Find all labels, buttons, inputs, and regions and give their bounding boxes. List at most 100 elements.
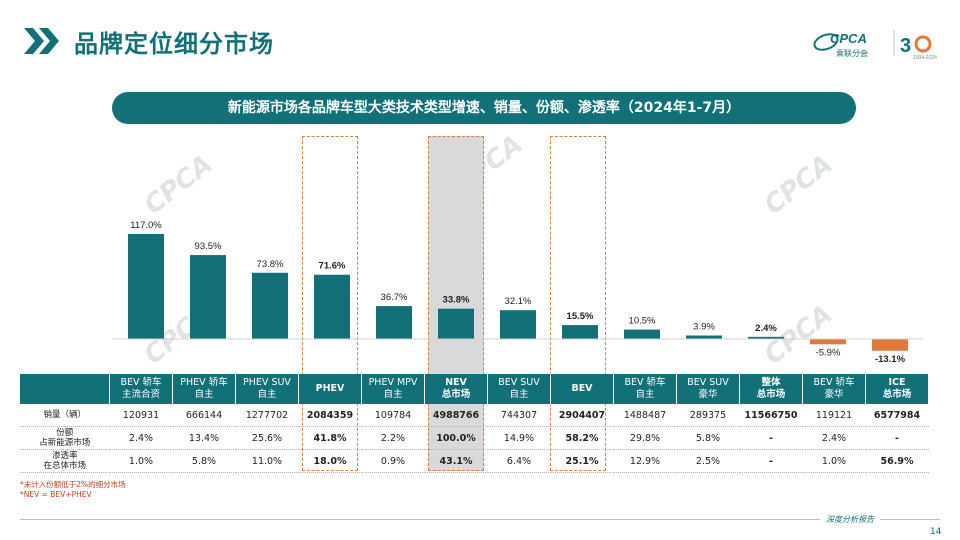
table-row: 份额 占新能源市场 2.4% 13.4% 25.6% 41.8% 2.2% 100.0% 14.… [20,426,929,450]
table-header-cell: PHEV MPV 自主 [361,374,425,404]
bar [872,339,908,351]
table-cell: 56.9% [865,449,929,473]
table-header-cell: ICE 总市场 [865,374,929,404]
data-label: -5.9% [816,347,841,358]
bar [686,335,722,339]
chart-banner: 新能源市场各品牌车型大类技术类型增速、销量、份额、渗透率（2024年1-7月） [112,92,856,124]
footer-divider [20,519,940,520]
table-header-cell: 整体 总市场 [739,374,803,404]
data-label: 32.1% [505,296,532,307]
table-cell: 0.9% [361,449,425,473]
table-header-cell: BEV 轿车 豪华 [802,374,866,404]
table-cell: 109784 [361,404,425,427]
table-cell: 6.4% [487,449,551,473]
table-cell: 2.4% [109,426,173,450]
svg-text:3: 3 [900,35,911,57]
data-label: -13.1% [875,354,906,365]
svg-text:CPCA: CPCA [830,31,867,46]
chevron-double-icon [24,28,59,54]
table-cell: 1277702 [235,404,299,427]
bar [624,329,660,339]
table-header-cell: PHEV 轿车 自主 [172,374,236,404]
data-label: 2.4% [755,323,777,334]
row-label: 销量（辆） [20,404,110,427]
table-cell: 5.8% [172,449,236,473]
cpca-logo: CPCA 乘联分会 3 1994-2024 [813,30,937,60]
table-cell: 120931 [109,404,173,427]
data-label: 36.7% [381,292,408,303]
data-label: 73.8% [257,259,284,270]
bar [190,255,226,339]
page-title: 品牌定位细分市场 [74,30,274,58]
page-number: 14 [930,527,942,537]
table-header-cell: BEV 轿车 主流合资 [109,374,173,404]
table-cell: 14.9% [487,426,551,450]
data-label: 33.8% [443,295,470,306]
data-label: 93.5% [195,241,222,252]
table-cell: 11.0% [235,449,299,473]
table-cell: 1.0% [802,449,866,473]
table-cell: 2.2% [361,426,425,450]
table-cell: - [739,449,803,473]
table-cell: 1488487 [613,404,677,427]
table-cell: 25.1% [550,449,614,473]
footnote: *未计入份额低于2%的细分市场 [20,480,126,489]
table-cell: - [865,426,929,450]
svg-text:乘联分会: 乘联分会 [836,48,868,58]
data-label: 15.5% [567,311,594,322]
table-cell: 1.0% [109,449,173,473]
bar [562,325,598,339]
table-cell: 2904407 [550,404,614,427]
table-row: 渗透率 在总体市场 1.0% 5.8% 11.0% 18.0% 0.9% 43.1% 6.4% 2… [20,449,929,473]
table-header-cell: BEV SUV 自主 [487,374,551,404]
row-label: 渗透率 在总体市场 [20,449,110,473]
table-header-cell: BEV 轿车 自主 [613,374,677,404]
table-cell: 2.5% [676,449,740,473]
bar [314,274,350,339]
table-cell: 29.8% [613,426,677,450]
table-cell: 43.1% [424,449,488,473]
data-label: 71.6% [319,261,346,272]
table-cell: 41.8% [298,426,362,450]
table-cell: 100.0% [424,426,488,450]
bar [500,310,536,339]
table-header-cell: BEV [550,374,614,404]
table-cell: 6577984 [865,404,929,427]
table-header-row: BEV 轿车 主流合资 PHEV 轿车 自主 PHEV SUV 自主 PHEV PHEV MP… [20,374,929,404]
table-cell: 5.8% [676,426,740,450]
table-header-cell: NEV 总市场 [424,374,488,404]
data-label: 3.9% [693,322,715,333]
table-cell: 2.4% [802,426,866,450]
table-cell: 119121 [802,404,866,427]
bar [252,272,288,339]
bar [438,308,474,339]
table-cell: 2084359 [298,404,362,427]
bar [128,234,164,339]
table-cell: 11566750 [739,404,803,427]
data-table: BEV 轿车 主流合资 PHEV 轿车 自主 PHEV SUV 自主 PHEV PHEV MP… [20,374,929,473]
svg-text:1994-2024: 1994-2024 [913,55,937,60]
row-label: 份额 占新能源市场 [20,426,110,450]
table-cell: - [739,426,803,450]
table-row: 销量（辆） 120931 666144 1277702 2084359 109784 498… [20,404,929,427]
footnote: *NEV = BEV+PHEV [20,490,92,499]
table-cell: 4988766 [424,404,488,427]
bar [748,336,784,339]
bar [376,306,412,339]
table-cell: 25.6% [235,426,299,450]
table-cell: 744307 [487,404,551,427]
table-cell: 18.0% [298,449,362,473]
data-label: 10.5% [629,316,656,327]
table-cell: 58.2% [550,426,614,450]
table-cell: 666144 [172,404,236,427]
table-corner [20,374,110,404]
table-cell: 12.9% [613,449,677,473]
table-cell: 289375 [676,404,740,427]
footnotes: *未计入份额低于2%的细分市场 *NEV = BEV+PHEV [20,480,126,500]
table-header-cell: PHEV SUV 自主 [235,374,299,404]
table-header-cell: BEV SUV 豪华 [676,374,740,404]
footer-tagline: 深度分析报告 [820,514,880,525]
table-header-cell: PHEV [298,374,362,404]
table-cell: 13.4% [172,426,236,450]
